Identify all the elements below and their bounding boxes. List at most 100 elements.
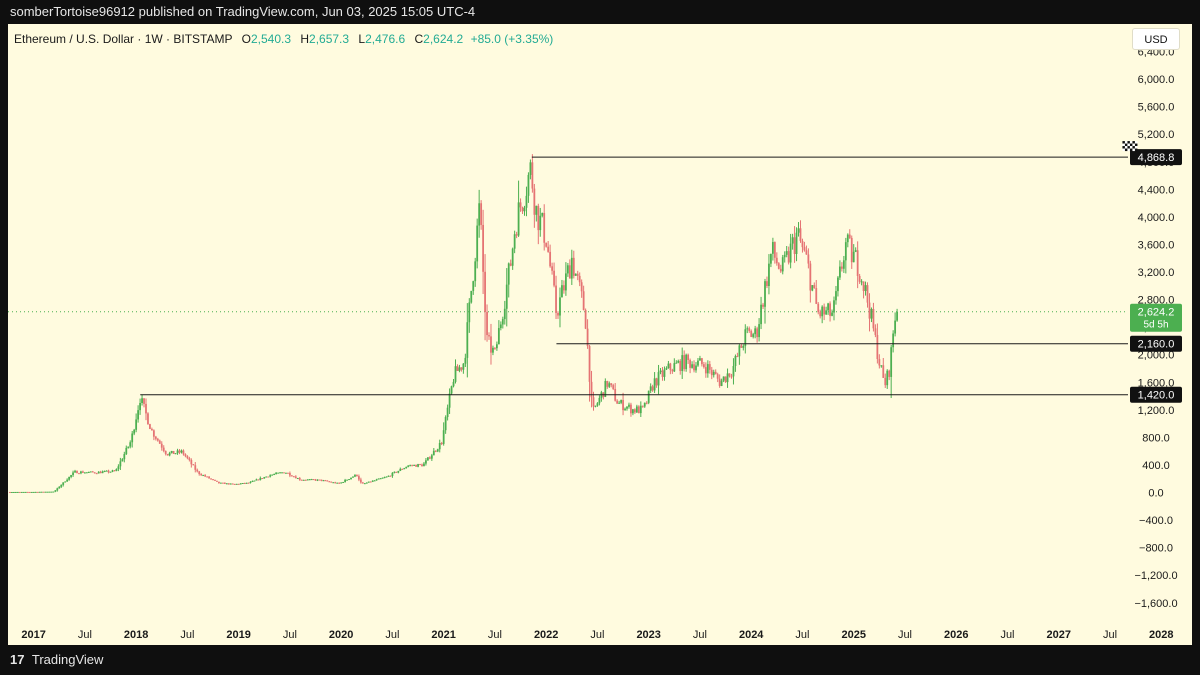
support-resistance-levels[interactable] bbox=[140, 156, 1128, 396]
candle-body bbox=[448, 393, 451, 408]
candle-body bbox=[495, 344, 498, 349]
candle-body bbox=[563, 285, 565, 291]
current-price-value: 2,624.2 bbox=[1138, 307, 1175, 319]
candle-body bbox=[488, 335, 490, 337]
candle-body bbox=[352, 476, 354, 478]
time-tick-label: 2022 bbox=[534, 629, 558, 641]
candle-body bbox=[42, 491, 45, 493]
candle-body bbox=[773, 242, 776, 258]
candle-body bbox=[720, 380, 723, 386]
level-price-badge-label: 4,868.8 bbox=[1138, 152, 1175, 164]
candle-body bbox=[523, 207, 526, 212]
candle-body bbox=[710, 369, 713, 376]
candle-body bbox=[375, 479, 378, 481]
candle-body bbox=[48, 491, 51, 493]
candle-body bbox=[827, 303, 829, 311]
candle-body bbox=[133, 429, 136, 434]
candle-body bbox=[598, 397, 601, 404]
candle-body bbox=[241, 483, 244, 485]
chart-panel[interactable]: 6,400.06,000.05,600.05,200.04,800.04,400… bbox=[8, 24, 1192, 645]
flag-square bbox=[1127, 141, 1130, 144]
candle-body bbox=[427, 457, 429, 461]
candle-body bbox=[874, 328, 877, 335]
candle-body bbox=[407, 465, 410, 467]
candle-body bbox=[497, 328, 500, 345]
candle-body bbox=[91, 471, 94, 473]
candle-body bbox=[553, 270, 555, 286]
candle-body bbox=[572, 257, 575, 276]
candle-body bbox=[882, 365, 885, 378]
symbol-title: Ethereum / U.S. Dollar · 1W · BITSTAMP bbox=[14, 32, 233, 46]
candle-body bbox=[158, 440, 161, 444]
candle-body bbox=[285, 472, 287, 474]
price-chart[interactable]: 6,400.06,000.05,600.05,200.04,800.04,400… bbox=[8, 24, 1192, 645]
candle-body bbox=[777, 263, 780, 269]
candle-body bbox=[864, 285, 867, 291]
candle-body bbox=[521, 207, 524, 212]
candle-body bbox=[620, 400, 622, 403]
candle-body bbox=[300, 479, 303, 481]
high-value: 2,657.3 bbox=[309, 32, 350, 46]
candle-body bbox=[26, 491, 29, 493]
candle-body bbox=[425, 460, 427, 464]
candle-body bbox=[852, 251, 855, 263]
candle-body bbox=[649, 386, 652, 391]
publisher-line: somberTortoise96912 published on Trading… bbox=[10, 4, 476, 19]
candle-body bbox=[480, 203, 483, 225]
candle-body bbox=[734, 356, 737, 367]
candle-body bbox=[683, 355, 686, 370]
candle-body bbox=[314, 479, 317, 481]
candle-body bbox=[744, 329, 747, 347]
currency-button[interactable]: USD bbox=[1132, 28, 1180, 50]
candle-body bbox=[251, 481, 254, 483]
candle-body bbox=[281, 472, 283, 474]
time-tick-label: Jul bbox=[385, 629, 399, 641]
candle-body bbox=[702, 364, 705, 368]
close-label: C bbox=[414, 32, 424, 46]
price-tick-label: −800.0 bbox=[1139, 543, 1173, 555]
candle-body bbox=[239, 483, 242, 485]
flag-square bbox=[1134, 141, 1138, 144]
candle-body bbox=[162, 447, 165, 451]
candle-body bbox=[770, 253, 772, 264]
candle-body bbox=[525, 195, 528, 208]
candle-body bbox=[647, 390, 650, 403]
candle-body bbox=[107, 470, 110, 473]
price-tick-label: 6,000.0 bbox=[1138, 74, 1175, 86]
candle-body bbox=[844, 242, 847, 261]
candle-body bbox=[139, 402, 141, 411]
time-tick-label: Jul bbox=[590, 629, 604, 641]
candle-body bbox=[677, 360, 680, 363]
candle-body bbox=[819, 312, 822, 317]
candle-body bbox=[799, 228, 802, 241]
price-tick-label: 2,000.0 bbox=[1138, 350, 1175, 362]
checkered-flag-icon[interactable] bbox=[1122, 141, 1138, 152]
candle-body bbox=[708, 364, 711, 370]
candle-body bbox=[789, 243, 792, 263]
candle-body bbox=[64, 481, 67, 483]
candle-body bbox=[539, 215, 542, 231]
candle-body bbox=[20, 491, 23, 493]
candle-body bbox=[541, 212, 544, 216]
candle-body bbox=[87, 472, 90, 474]
candle-body bbox=[801, 240, 804, 248]
candle-body bbox=[225, 483, 228, 485]
candle-body bbox=[147, 413, 149, 425]
candle-body bbox=[736, 356, 739, 358]
time-tick-label: Jul bbox=[488, 629, 502, 641]
candle-body bbox=[383, 477, 386, 479]
candle-body bbox=[738, 345, 741, 357]
candle-body bbox=[117, 466, 120, 469]
price-tick-label: 400.0 bbox=[1142, 460, 1170, 472]
time-axis[interactable]: 2017 Jul 2018 Jul 2019 Jul 2020 Jul 2021 Jul 2022 J… bbox=[21, 629, 1173, 641]
candle-body bbox=[576, 273, 579, 276]
flag-square bbox=[1132, 141, 1135, 144]
price-tick-label: 0.0 bbox=[1148, 488, 1163, 500]
candle-body bbox=[348, 479, 350, 481]
candle-body bbox=[584, 309, 587, 329]
candle-body bbox=[854, 250, 857, 252]
candle-body bbox=[411, 465, 414, 467]
candle-body bbox=[324, 480, 327, 482]
candle-body bbox=[395, 471, 398, 473]
open-value: 2,540.3 bbox=[250, 32, 292, 46]
